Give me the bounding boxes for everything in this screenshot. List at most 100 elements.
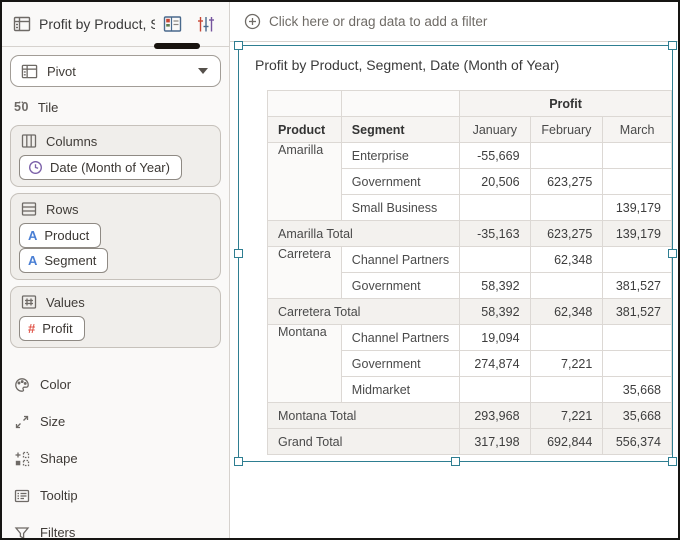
value-cell[interactable] bbox=[602, 168, 672, 195]
value-cell[interactable]: 58,392 bbox=[459, 272, 531, 299]
selected-visualization[interactable]: Profit by Product, Segment, Date (Month … bbox=[234, 41, 677, 466]
total-label-cell[interactable]: Grand Total bbox=[266, 428, 461, 455]
size-zone[interactable]: Size bbox=[14, 403, 221, 440]
rows-drop-zone[interactable]: Rows A Product A Segment bbox=[10, 193, 221, 280]
pivot-viz-icon bbox=[21, 63, 38, 80]
value-cell[interactable]: 19,094 bbox=[459, 324, 531, 351]
filters-zone-label: Filters bbox=[40, 525, 76, 540]
value-cell[interactable] bbox=[602, 350, 672, 377]
segment-cell[interactable]: Channel Partners bbox=[340, 324, 461, 351]
pill-segment[interactable]: A Segment bbox=[19, 248, 109, 273]
value-cell[interactable] bbox=[529, 194, 604, 221]
value-cell[interactable]: 692,844 bbox=[529, 428, 604, 455]
value-cell[interactable]: 62,348 bbox=[529, 298, 604, 325]
selection-handle-bottom-middle[interactable] bbox=[450, 457, 460, 466]
value-cell[interactable]: 35,668 bbox=[602, 402, 672, 429]
value-cell[interactable]: 58,392 bbox=[459, 298, 531, 325]
segment-cell[interactable]: Government bbox=[340, 168, 461, 195]
selection-handle-middle-right[interactable] bbox=[668, 248, 677, 258]
pivot-table-body: Amarilla Enterprise -55,669 Government 20,50… bbox=[266, 142, 672, 455]
pivot-column-header-row: Product Segment January February March bbox=[267, 116, 672, 143]
selection-handle-top-left[interactable] bbox=[234, 41, 243, 50]
segment-cell[interactable]: Small Business bbox=[340, 194, 461, 221]
pill-label: Date (Month of Year) bbox=[50, 160, 170, 175]
column-header-february[interactable]: February bbox=[529, 116, 604, 143]
values-zone-header: Values bbox=[21, 293, 212, 311]
value-cell[interactable]: 317,198 bbox=[459, 428, 531, 455]
column-header-january[interactable]: January bbox=[459, 116, 531, 143]
pill-date-month-of-year[interactable]: Date (Month of Year) bbox=[19, 155, 182, 180]
value-cell[interactable]: 274,874 bbox=[459, 350, 531, 377]
product-cell[interactable]: Amarilla bbox=[267, 142, 342, 221]
selection-handle-bottom-left[interactable] bbox=[234, 457, 243, 466]
value-cell[interactable] bbox=[529, 376, 604, 403]
value-cell[interactable] bbox=[602, 324, 672, 351]
value-cell[interactable] bbox=[459, 194, 531, 221]
value-cell[interactable]: 381,527 bbox=[602, 298, 672, 325]
segment-cell[interactable]: Government bbox=[340, 350, 461, 377]
pivot-table: Profit Product Segment January February … bbox=[266, 90, 672, 455]
value-cell[interactable]: 293,968 bbox=[459, 402, 531, 429]
selection-handle-middle-left[interactable] bbox=[234, 248, 243, 258]
value-cell[interactable]: 139,179 bbox=[602, 220, 672, 247]
selection-handle-bottom-right[interactable] bbox=[668, 457, 677, 466]
value-cell[interactable]: 35,668 bbox=[602, 376, 672, 403]
active-tab-indicator bbox=[154, 43, 200, 49]
value-cell[interactable]: 381,527 bbox=[602, 272, 672, 299]
segment-cell[interactable]: Government bbox=[340, 272, 461, 299]
pill-product[interactable]: A Product bbox=[19, 223, 102, 248]
tooltip-icon bbox=[14, 488, 30, 504]
total-label-cell[interactable]: Montana Total bbox=[266, 402, 461, 429]
filter-bar-prompt: Click here or drag data to add a filter bbox=[269, 14, 488, 29]
columns-drop-zone[interactable]: Columns Date (Month of Year) bbox=[10, 125, 221, 187]
value-cell[interactable] bbox=[529, 142, 604, 169]
total-label-cell[interactable]: Carretera Total bbox=[266, 298, 461, 325]
filters-zone[interactable]: Filters bbox=[14, 514, 221, 540]
value-cell[interactable]: -35,163 bbox=[459, 220, 531, 247]
tab-grammar-icon[interactable] bbox=[163, 15, 182, 34]
visualization-canvas[interactable]: Profit by Product, Segment, Date (Month … bbox=[230, 41, 678, 538]
columns-icon bbox=[21, 133, 37, 149]
value-cell[interactable]: 7,221 bbox=[529, 350, 604, 377]
value-cell[interactable] bbox=[602, 246, 672, 273]
value-cell[interactable]: 139,179 bbox=[602, 194, 672, 221]
measure-header-cell[interactable]: Profit bbox=[459, 90, 672, 117]
size-zone-label: Size bbox=[40, 414, 66, 429]
segment-cell[interactable]: Enterprise bbox=[340, 142, 461, 169]
tooltip-zone[interactable]: Tooltip bbox=[14, 477, 221, 514]
product-cell[interactable]: Carretera bbox=[267, 246, 342, 299]
pill-profit[interactable]: # Profit bbox=[19, 316, 85, 341]
value-cell[interactable] bbox=[459, 246, 531, 273]
value-cell[interactable]: 623,275 bbox=[529, 168, 604, 195]
panel-content: Pivot 5̈0 Tile Columns bbox=[2, 47, 229, 540]
value-cell[interactable]: -55,669 bbox=[459, 142, 531, 169]
selection-handle-top-right[interactable] bbox=[668, 41, 677, 50]
filter-bar[interactable]: Click here or drag data to add a filter bbox=[230, 2, 678, 42]
pivot-data-row: Midmarket 35,668 bbox=[268, 376, 672, 403]
value-cell[interactable]: 20,506 bbox=[459, 168, 531, 195]
value-cell[interactable]: 623,275 bbox=[529, 220, 604, 247]
column-header-march[interactable]: March bbox=[602, 116, 672, 143]
segment-cell[interactable]: Channel Partners bbox=[340, 246, 461, 273]
total-label-cell[interactable]: Amarilla Total bbox=[266, 220, 461, 247]
shape-zone[interactable]: Shape bbox=[14, 440, 221, 477]
value-cell[interactable]: 556,374 bbox=[602, 428, 672, 455]
values-drop-zone[interactable]: Values # Profit bbox=[10, 286, 221, 348]
color-zone[interactable]: Color bbox=[14, 366, 221, 403]
value-cell[interactable]: 7,221 bbox=[529, 402, 604, 429]
value-cell[interactable] bbox=[529, 324, 604, 351]
number-measure-icon: # bbox=[28, 321, 36, 336]
tab-properties-icon[interactable] bbox=[197, 15, 215, 34]
value-cell[interactable]: 62,348 bbox=[529, 246, 604, 273]
viz-type-dropdown[interactable]: Pivot bbox=[10, 55, 221, 87]
tile-label: Tile bbox=[37, 99, 59, 115]
row-header-product[interactable]: Product bbox=[267, 116, 342, 143]
value-cell[interactable] bbox=[602, 142, 672, 169]
segment-cell[interactable]: Midmarket bbox=[340, 376, 461, 403]
row-header-segment[interactable]: Segment bbox=[340, 116, 461, 143]
value-cell[interactable] bbox=[529, 272, 604, 299]
product-cell[interactable]: Montana bbox=[267, 324, 342, 403]
tile-zone[interactable]: 5̈0 Tile bbox=[14, 95, 221, 119]
value-cell[interactable] bbox=[459, 376, 531, 403]
